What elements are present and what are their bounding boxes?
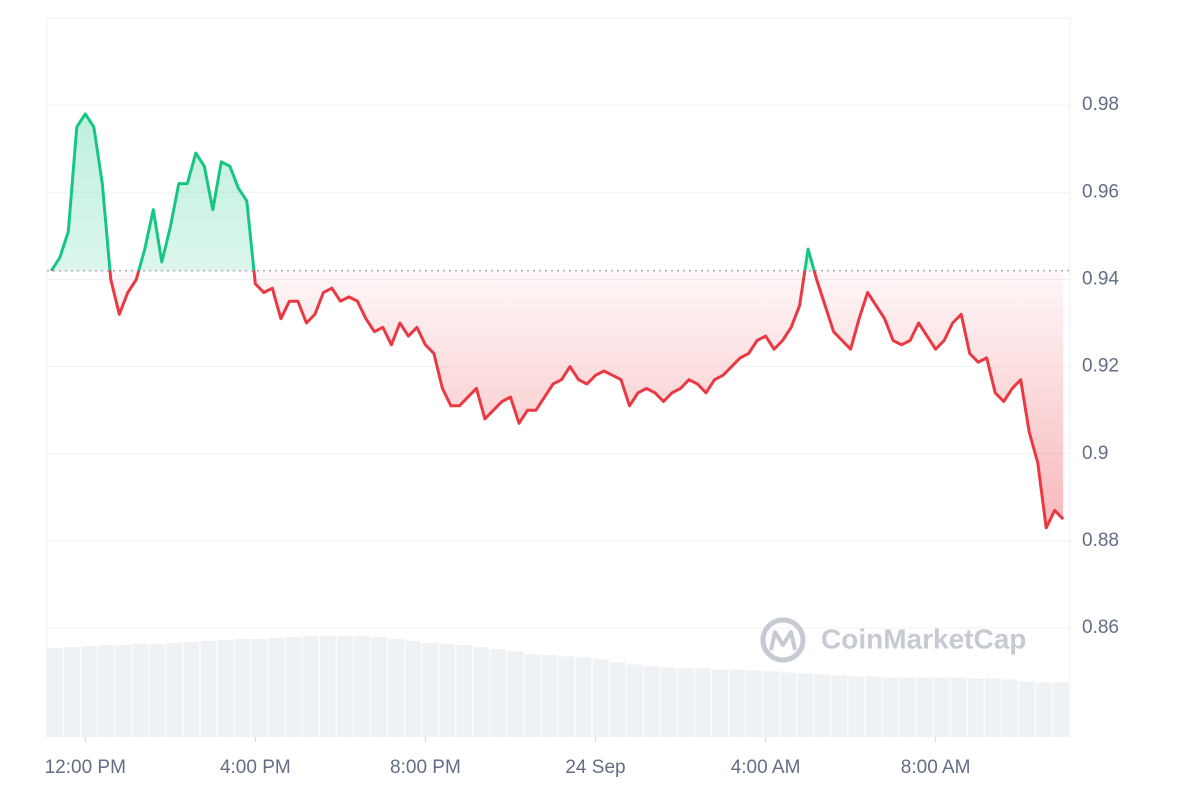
volume-bar <box>353 636 370 737</box>
y-tick-label: 0.98 <box>1082 94 1119 115</box>
x-tick-label: 8:00 PM <box>390 757 461 778</box>
x-tick-label: 24 Sep <box>565 757 625 778</box>
volume-bar <box>149 644 166 737</box>
y-tick-label: 0.92 <box>1082 356 1119 377</box>
volume-bar <box>285 637 302 737</box>
volume-bar <box>388 639 405 737</box>
volume-bar <box>370 637 387 737</box>
volume-bar <box>132 644 149 737</box>
volume-bar <box>660 667 677 737</box>
volume-bar <box>302 636 319 737</box>
volume-bar <box>336 636 353 737</box>
volume-bar <box>541 655 558 737</box>
volume-bar <box>439 644 456 737</box>
volume <box>47 636 1069 737</box>
volume-bar <box>626 664 643 737</box>
x-tick-label: 4:00 AM <box>731 757 801 778</box>
volume-bar <box>166 643 183 737</box>
volume-bar <box>422 643 439 737</box>
volume-bar <box>558 656 575 737</box>
volume-bar <box>507 651 524 737</box>
volume-bar <box>490 649 507 737</box>
volume-bar <box>183 642 200 737</box>
volume-bar <box>98 645 115 737</box>
volume-bar <box>64 647 81 737</box>
volume-bar <box>831 675 848 737</box>
volume-bar <box>711 669 728 737</box>
volume-bar <box>865 676 882 737</box>
volume-bar <box>1035 682 1052 737</box>
volume-bar <box>729 669 746 737</box>
volume-bar <box>967 678 984 737</box>
volume-bar <box>780 672 797 737</box>
volume-bar <box>524 654 541 737</box>
price-area <box>51 113 1064 528</box>
volume-bar <box>405 641 422 737</box>
volume-bar <box>763 671 780 737</box>
plot <box>47 112 1070 530</box>
watermark-text: CoinMarketCap <box>821 623 1026 654</box>
volume-bar <box>694 668 711 737</box>
y-tick-label: 0.9 <box>1082 443 1108 464</box>
volume-bar <box>473 647 490 737</box>
watermark-logo <box>769 630 797 651</box>
volume-bar <box>1018 681 1035 737</box>
volume-bar <box>797 673 814 737</box>
y-tick-label: 0.88 <box>1082 530 1119 551</box>
volume-bar <box>882 677 899 737</box>
volume-bar <box>609 662 626 737</box>
volume-bar <box>268 638 285 737</box>
axes: 0.86 0.88 0.9 0.92 0.94 0.96 0.98 12:00 PM 4:00 … <box>45 94 1120 778</box>
watermark: CoinMarketCap <box>760 617 1026 663</box>
volume-bar <box>319 636 336 737</box>
volume-bar <box>115 645 132 737</box>
volume-bar <box>984 678 1001 737</box>
volume-bar <box>643 666 660 737</box>
volume-bar <box>251 639 268 737</box>
price-line <box>50 112 1065 530</box>
x-tick-label: 8:00 AM <box>901 757 971 778</box>
volume-bar <box>217 640 234 737</box>
volume-bar <box>200 641 217 737</box>
volume-bar <box>234 639 251 737</box>
volume-bar <box>814 674 831 737</box>
volume-bar <box>677 668 694 737</box>
volume-bar <box>916 677 933 737</box>
x-tick-label: 4:00 PM <box>220 757 291 778</box>
y-tick-label: 0.86 <box>1082 617 1119 638</box>
volume-bar <box>899 677 916 737</box>
x-tick-label: 12:00 PM <box>45 757 126 778</box>
watermark-logo <box>760 617 806 663</box>
volume-bar <box>1052 682 1069 737</box>
volume-bar <box>933 677 950 737</box>
volume-bar <box>1001 679 1018 737</box>
volume-bar <box>81 646 98 737</box>
volume-bar <box>746 670 763 737</box>
grid <box>47 104 1070 629</box>
y-tick-label: 0.96 <box>1082 181 1119 202</box>
volume-bar <box>47 648 64 737</box>
volume-bar <box>456 645 473 737</box>
volume-bar <box>950 677 967 737</box>
y-tick-label: 0.94 <box>1082 268 1119 289</box>
volume-bar <box>575 657 592 737</box>
volume-bar <box>592 659 609 737</box>
volume-bar <box>848 676 865 737</box>
